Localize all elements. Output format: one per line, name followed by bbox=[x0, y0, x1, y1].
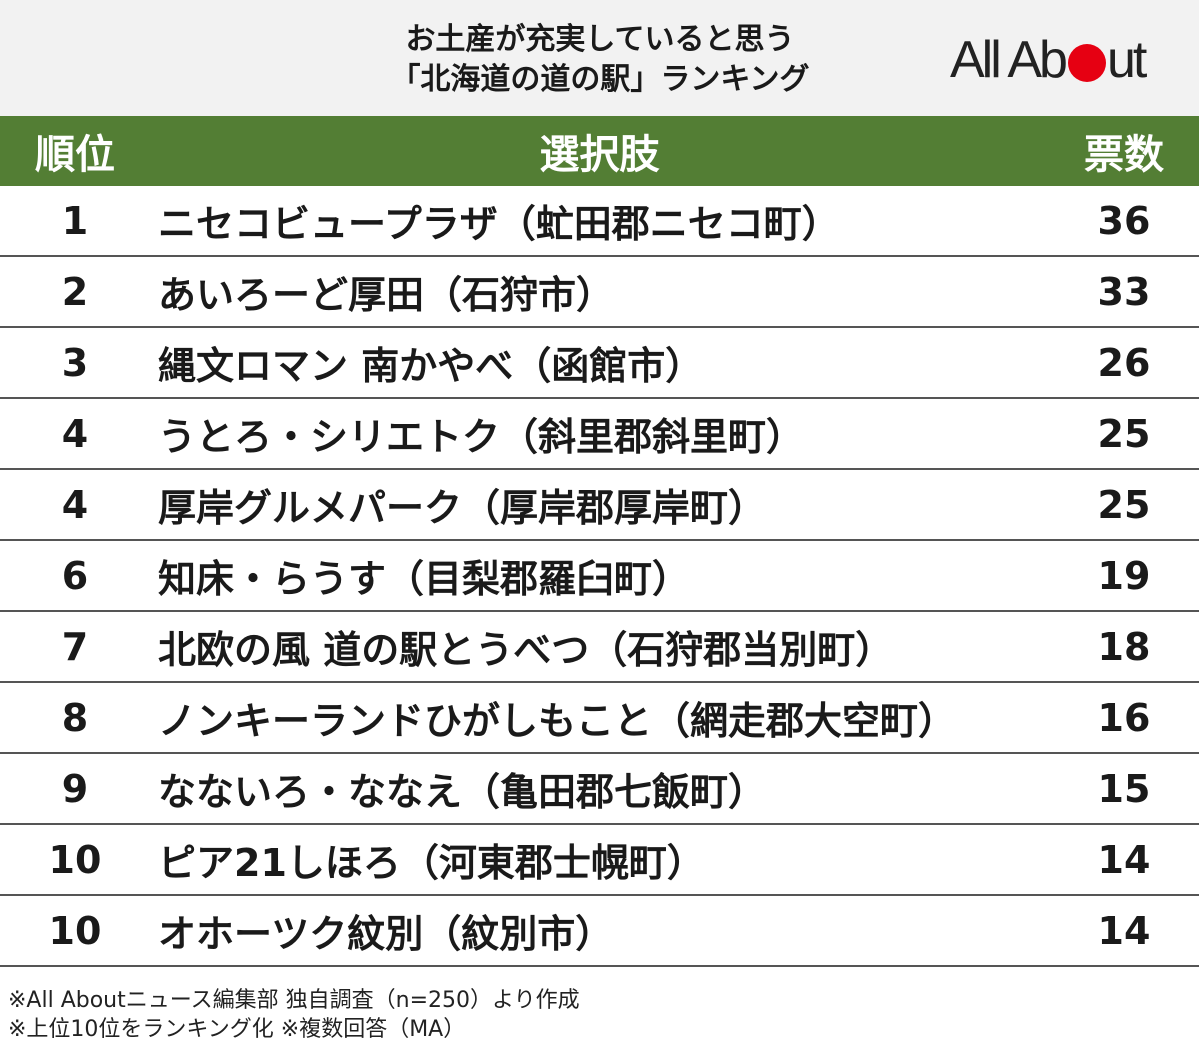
rank-cell: 10 bbox=[48, 837, 102, 882]
table-row: 1 ニセコビュープラザ（虻田郡ニセコ町） 36 bbox=[0, 186, 1199, 257]
choice-cell: 北欧の風 道の駅とうべつ（石狩郡当別町） bbox=[158, 628, 894, 672]
votes-cell: 14 bbox=[1097, 837, 1151, 882]
choice-cell: 縄文ロマン 南かやべ（函館市） bbox=[158, 344, 704, 388]
rank-cell: 9 bbox=[61, 766, 89, 811]
table-row: 6 知床・らうす（目梨郡羅臼町） 19 bbox=[0, 541, 1199, 612]
ranking-table: 順位 選択肢 票数 1 ニセコビュープラザ（虻田郡ニセコ町） 36 2 あいろーど厚田（… bbox=[0, 116, 1199, 967]
votes-cell: 36 bbox=[1097, 198, 1151, 243]
table-row: 8 ノンキーランドひがしもこと（網走郡大空町） 16 bbox=[0, 683, 1199, 754]
footnote-method: ※上位10位をランキング化 ※複数回答（MA） bbox=[8, 1017, 466, 1042]
votes-cell: 18 bbox=[1097, 624, 1151, 669]
choice-cell: ニセコビュープラザ（虻田郡ニセコ町） bbox=[158, 202, 840, 246]
rank-cell: 4 bbox=[61, 482, 89, 527]
chart-title-line1: お土産が充実していると思う bbox=[405, 22, 795, 57]
footnotes: ※All Aboutニュース編集部 独自調査（n=250）より作成 ※上位10位… bbox=[8, 986, 580, 1044]
votes-cell: 19 bbox=[1097, 553, 1151, 598]
votes-cell: 25 bbox=[1097, 411, 1151, 456]
table-row: 4 厚岸グルメパーク（厚岸郡厚岸町） 25 bbox=[0, 470, 1199, 541]
column-header-votes: 票数 bbox=[1084, 132, 1164, 178]
votes-cell: 26 bbox=[1097, 340, 1151, 385]
rank-cell: 10 bbox=[48, 908, 102, 953]
rank-cell: 7 bbox=[61, 624, 89, 669]
table-row: 10 ピア21しほろ（河東郡士幌町） 14 bbox=[0, 825, 1199, 896]
table-row: 10 オホーツク紋別（紋別市） 14 bbox=[0, 896, 1199, 967]
votes-cell: 25 bbox=[1097, 482, 1151, 527]
choice-cell: うとろ・シリエトク（斜里郡斜里町） bbox=[158, 415, 805, 459]
rank-cell: 2 bbox=[61, 269, 89, 314]
table-row: 4 うとろ・シリエトク（斜里郡斜里町） 25 bbox=[0, 399, 1199, 470]
column-header-choice: 選択肢 bbox=[539, 132, 660, 178]
choice-cell: ピア21しほろ（河東郡士幌町） bbox=[158, 841, 705, 885]
choice-cell: あいろーど厚田（石狩市） bbox=[158, 273, 615, 317]
table-row: 3 縄文ロマン 南かやべ（函館市） 26 bbox=[0, 328, 1199, 399]
choice-cell: なないろ・ななえ（亀田郡七飯町） bbox=[158, 770, 767, 814]
rank-cell: 8 bbox=[61, 695, 89, 740]
all-about-logo: All Ab ut bbox=[950, 31, 1147, 89]
table-body: 1 ニセコビュープラザ（虻田郡ニセコ町） 36 2 あいろーど厚田（石狩市） 33 3 縄文ロ… bbox=[0, 186, 1199, 967]
rank-cell: 6 bbox=[61, 553, 89, 598]
chart-title-line2: 「北海道の道の駅」ランキング bbox=[390, 62, 810, 97]
votes-cell: 14 bbox=[1097, 908, 1151, 953]
logo-text-right: ut bbox=[1106, 31, 1147, 89]
choice-cell: 知床・らうす（目梨郡羅臼町） bbox=[158, 557, 691, 601]
rank-cell: 4 bbox=[61, 411, 89, 456]
votes-cell: 16 bbox=[1097, 695, 1151, 740]
header: お土産が充実していると思う 「北海道の道の駅」ランキング All Ab ut bbox=[0, 0, 1199, 116]
footnote-source: ※All Aboutニュース編集部 独自調査（n=250）より作成 bbox=[8, 988, 580, 1013]
votes-cell: 15 bbox=[1097, 766, 1151, 811]
votes-cell: 33 bbox=[1097, 269, 1151, 314]
choice-cell: ノンキーランドひがしもこと（網走郡大空町） bbox=[158, 699, 957, 743]
logo-text-left: All Ab bbox=[950, 31, 1068, 89]
table-row: 2 あいろーど厚田（石狩市） 33 bbox=[0, 257, 1199, 328]
rank-cell: 3 bbox=[61, 340, 89, 385]
choice-cell: 厚岸グルメパーク（厚岸郡厚岸町） bbox=[158, 486, 767, 530]
table-row: 9 なないろ・ななえ（亀田郡七飯町） 15 bbox=[0, 754, 1199, 825]
choice-cell: オホーツク紋別（紋別市） bbox=[158, 912, 614, 956]
rank-cell: 1 bbox=[61, 198, 89, 243]
chart-title: お土産が充実していると思う 「北海道の道の駅」ランキング bbox=[340, 20, 860, 100]
logo-red-dot-icon bbox=[1067, 44, 1106, 82]
column-header-rank: 順位 bbox=[35, 132, 115, 178]
table-row: 7 北欧の風 道の駅とうべつ（石狩郡当別町） 18 bbox=[0, 612, 1199, 683]
table-header: 順位 選択肢 票数 bbox=[0, 116, 1199, 186]
